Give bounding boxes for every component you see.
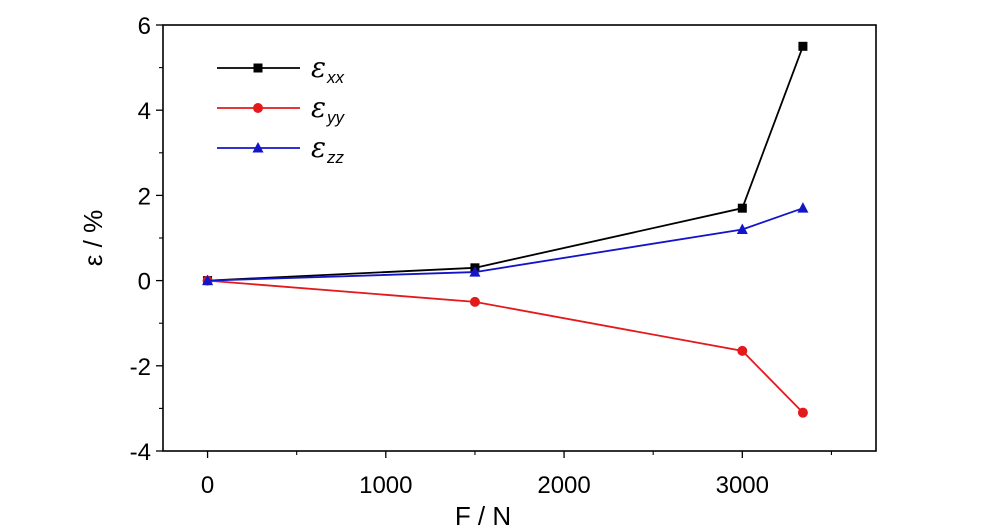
series-xx [203,41,808,286]
series-layer [202,41,809,418]
data-point-zz [736,223,748,234]
series-zz [202,202,809,286]
data-point-xx [737,203,747,213]
series-line-xx [207,45,804,282]
data-point-yy [797,407,808,418]
data-point-zz [469,266,481,277]
x-tick-label: 2000 [537,472,590,499]
plot-frame [162,24,877,452]
legend-marker-yy [253,103,263,113]
legend-label-yy: εyy [311,91,346,127]
x-tick-label: 0 [201,472,214,499]
legend-label-xx: εxx [311,51,345,87]
y-tick-label: 0 [138,269,151,296]
legend-item-zz: εzz [217,131,345,167]
series-line-yy [207,279,804,414]
y-tick-label: 6 [138,13,151,40]
data-point-yy [737,345,748,356]
data-point-xx [798,41,808,51]
axes: 0 1000 2000 3000 -4 -2 0 2 4 6 [130,13,877,499]
legend-item-xx: εxx [217,51,345,87]
y-tick-label: -2 [130,354,151,381]
legend-marker-xx [253,63,263,73]
y-tick-label: 2 [138,183,151,210]
x-tick-label: 3000 [716,472,769,499]
legend-item-yy: εyy [217,91,346,127]
x-tick-label: 1000 [359,472,412,499]
series-line-zz [207,207,804,282]
legend: εxx εyy εzz [217,51,346,167]
series-yy [202,275,808,418]
data-point-yy [469,296,480,307]
data-point-zz [202,274,214,286]
y-tick-label: -4 [130,439,151,466]
y-tick-label: 4 [138,98,151,125]
data-point-zz [797,202,809,213]
legend-marker-zz [252,142,264,153]
x-axis-label: F / N [455,501,511,531]
y-axis-label: ε / % [78,210,108,266]
legend-label-zz: εzz [311,131,345,167]
